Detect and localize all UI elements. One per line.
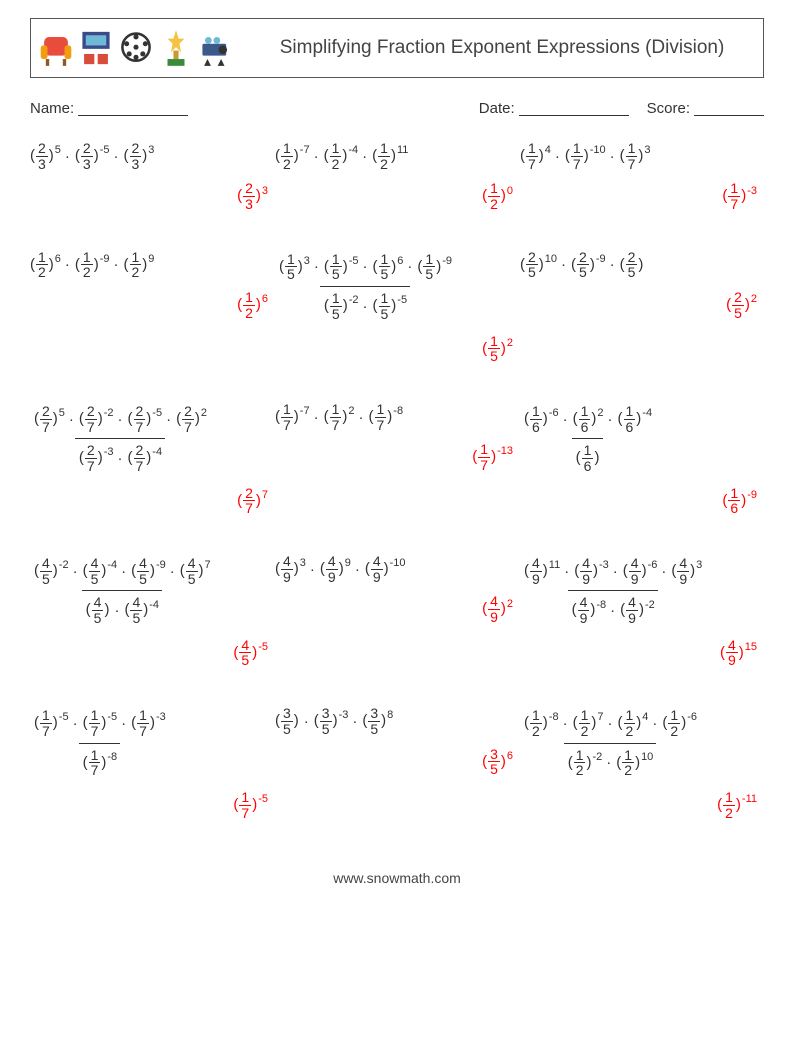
problem-answer: (17)-5 bbox=[233, 790, 275, 820]
footer-url: www.snowmath.com bbox=[30, 870, 764, 886]
problem-cell: (27)5·(27)-2·(27)-5·(27)2(27)-3·(27)-4 (2… bbox=[30, 402, 275, 516]
problem-answer: (35)6 bbox=[482, 747, 520, 777]
date-label: Date: bbox=[479, 100, 515, 117]
film-reel-icon bbox=[119, 26, 153, 70]
problems-grid: (23)5·(23)-5·(23)3 (23)3(12)-7·(12)-4·(12… bbox=[30, 141, 764, 820]
meta-row: Name: Date: Score: bbox=[30, 100, 764, 117]
armchair-icon bbox=[39, 26, 73, 70]
name-label: Name: bbox=[30, 100, 74, 117]
problem-expression: (12)-8·(12)7·(12)4·(12)-6(12)-2·(12)10 bbox=[520, 706, 700, 780]
problem-cell: (15)3·(15)-5·(15)6·(15)-9(15)-2·(15)-5 (1… bbox=[275, 250, 520, 364]
problem-answer: (49)15 bbox=[720, 638, 764, 668]
problem-answer: (16)-9 bbox=[722, 486, 764, 516]
problem-answer: (49)2 bbox=[482, 594, 520, 624]
problem-cell: (49)11·(49)-3·(49)-6·(49)3(49)-8·(49)-2 (… bbox=[520, 554, 764, 668]
problem-cell: (17)4·(17)-10·(17)3 (17)-3 bbox=[520, 141, 764, 212]
header-icons bbox=[31, 19, 241, 77]
problem-expression: (12)6·(12)-9·(12)9 bbox=[30, 250, 153, 280]
score-label: Score: bbox=[647, 100, 690, 117]
problem-expression: (12)-7·(12)-4·(12)11 bbox=[275, 141, 407, 171]
cinema-icon bbox=[79, 26, 113, 70]
problem-answer: (27)7 bbox=[237, 486, 275, 516]
problem-cell: (45)-2·(45)-4·(45)-9·(45)7(45)·(45)-4 (45… bbox=[30, 554, 275, 668]
problem-expression: (27)5·(27)-2·(27)-5·(27)2(27)-3·(27)-4 bbox=[30, 402, 210, 476]
score-blank[interactable] bbox=[694, 100, 764, 116]
problem-expression: (25)10·(25)-9·(25) bbox=[520, 250, 643, 280]
problem-answer: (15)2 bbox=[482, 334, 520, 364]
problem-cell: (12)-8·(12)7·(12)4·(12)-6(12)-2·(12)10 (1… bbox=[520, 706, 764, 820]
trophy-icon bbox=[159, 26, 193, 70]
problem-answer: (12)6 bbox=[237, 290, 275, 320]
problem-cell: (12)-7·(12)-4·(12)11 (12)0 bbox=[275, 141, 520, 212]
problem-expression: (35)·(35)-3·(35)8 bbox=[275, 706, 392, 736]
problem-cell: (49)3·(49)9·(49)-10 (49)2 bbox=[275, 554, 520, 668]
worksheet-header: Simplifying Fraction Exponent Expression… bbox=[30, 18, 764, 78]
problem-cell: (17)-5·(17)-5·(17)-3(17)-8 (17)-5 bbox=[30, 706, 275, 820]
problem-expression: (49)11·(49)-3·(49)-6·(49)3(49)-8·(49)-2 bbox=[520, 554, 705, 628]
problem-expression: (15)3·(15)-5·(15)6·(15)-9(15)-2·(15)-5 bbox=[275, 250, 455, 324]
problem-expression: (45)-2·(45)-4·(45)-9·(45)7(45)·(45)-4 bbox=[30, 554, 214, 628]
problem-expression: (23)5·(23)-5·(23)3 bbox=[30, 141, 153, 171]
problem-cell: (12)6·(12)-9·(12)9 (12)6 bbox=[30, 250, 275, 364]
projector-icon bbox=[199, 26, 233, 70]
problem-cell: (35)·(35)-3·(35)8 (35)6 bbox=[275, 706, 520, 820]
problem-cell: (17)-7·(17)2·(17)-8 (17)-13 bbox=[275, 402, 520, 516]
problem-expression: (17)4·(17)-10·(17)3 bbox=[520, 141, 650, 171]
worksheet-title: Simplifying Fraction Exponent Expression… bbox=[241, 19, 763, 77]
problem-answer: (25)2 bbox=[726, 290, 764, 320]
problem-cell: (23)5·(23)-5·(23)3 (23)3 bbox=[30, 141, 275, 212]
problem-cell: (16)-6·(16)2·(16)-4(16) (16)-9 bbox=[520, 402, 764, 516]
problem-answer: (17)-13 bbox=[472, 442, 520, 472]
problem-expression: (17)-5·(17)-5·(17)-3(17)-8 bbox=[30, 706, 169, 780]
problem-answer: (45)-5 bbox=[233, 638, 275, 668]
problem-answer: (23)3 bbox=[237, 181, 275, 211]
problem-cell: (25)10·(25)-9·(25) (25)2 bbox=[520, 250, 764, 364]
date-blank[interactable] bbox=[519, 100, 629, 116]
problem-answer: (12)0 bbox=[482, 181, 520, 211]
problem-answer: (17)-3 bbox=[722, 181, 764, 211]
problem-expression: (17)-7·(17)2·(17)-8 bbox=[275, 402, 402, 432]
name-blank[interactable] bbox=[78, 100, 188, 116]
problem-expression: (49)3·(49)9·(49)-10 bbox=[275, 554, 405, 584]
problem-answer: (12)-11 bbox=[717, 790, 764, 820]
problem-expression: (16)-6·(16)2·(16)-4(16) bbox=[520, 402, 655, 476]
